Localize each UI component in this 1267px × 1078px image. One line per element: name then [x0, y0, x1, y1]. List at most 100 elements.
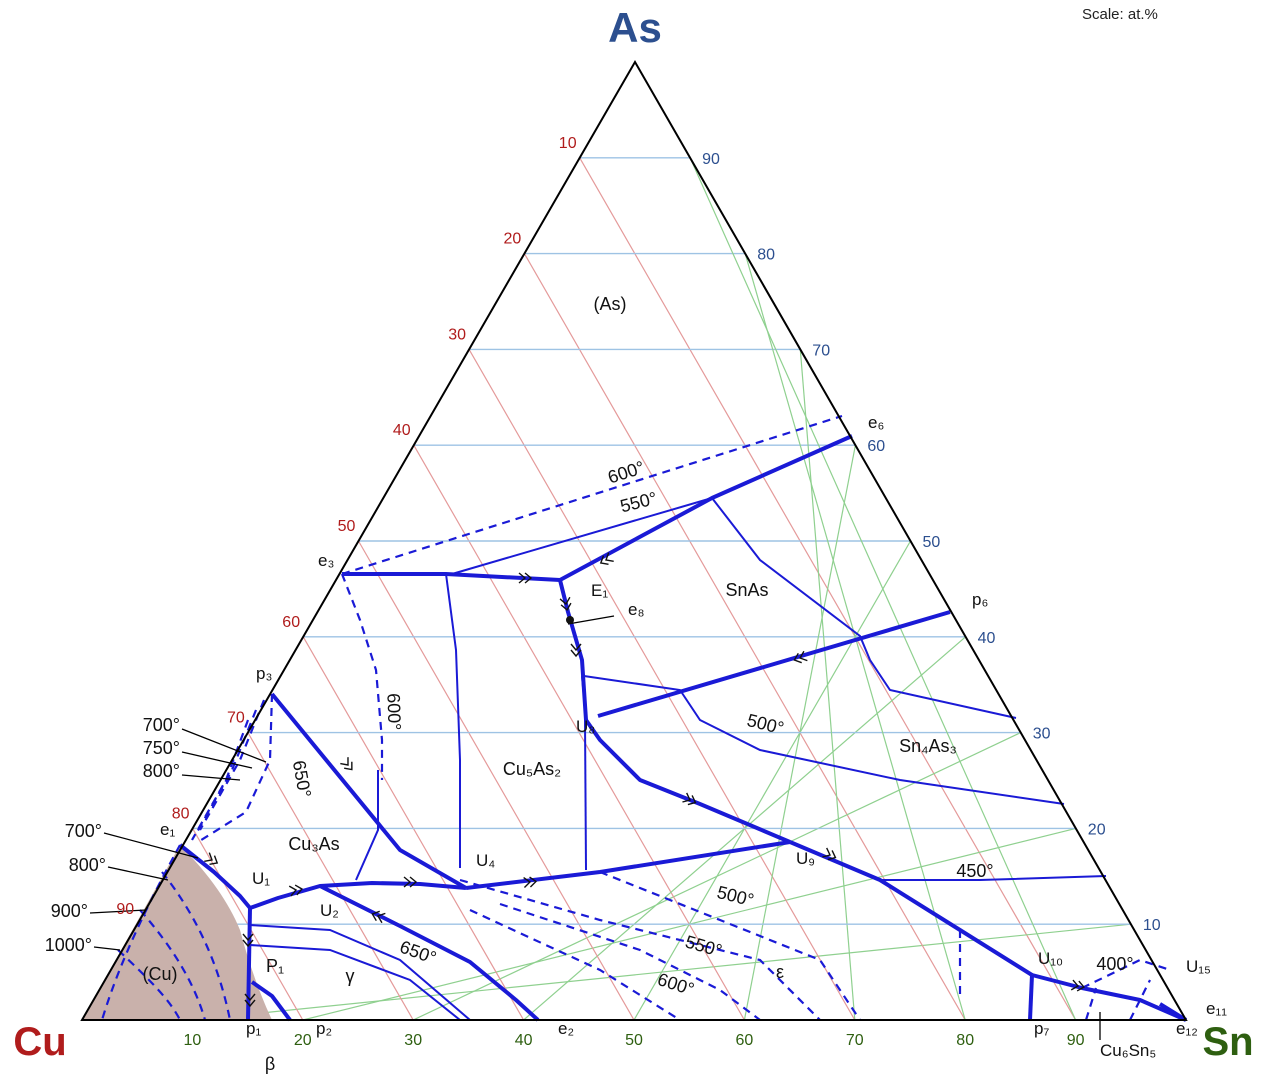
phase-boundary-main [584, 718, 791, 844]
invariant-point-label: e₁₂ [1176, 1019, 1198, 1038]
phase-boundary-secondary [581, 675, 587, 721]
phase-label: (Cu) [143, 964, 178, 984]
invariant-point-label: U₈ [576, 717, 595, 736]
cu-tick-label: 20 [504, 231, 522, 248]
phase-label: Sn₄As₃ [899, 736, 957, 756]
direction-arrow [822, 847, 837, 861]
phase-boundary-main [270, 692, 467, 890]
as-tick-label: 40 [978, 630, 996, 647]
scale-note: Scale: at.% [1082, 6, 1158, 23]
isotherm-label: 450° [956, 861, 993, 881]
isotherm-line [197, 693, 274, 843]
isotherm-label: 550° [683, 931, 724, 960]
as-tick-label: 60 [867, 438, 885, 455]
direction-arrow [340, 757, 353, 771]
axis-tick-labels: 90 80 70 60 50 40 30 20 10 10 20 30 40 50 60 70 80 90 10 20… [116, 135, 1160, 1049]
sn-tick-label: 30 [404, 1032, 422, 1049]
isotherm-label: 1000° [45, 935, 92, 955]
as-tick-label: 90 [702, 151, 720, 168]
phase-label: Cu₅As₂ [503, 759, 561, 779]
phase-boundary-main [1031, 973, 1187, 1022]
isotherm-line [161, 871, 232, 1021]
invariant-point-label: e₂ [558, 1019, 574, 1038]
direction-arrow [523, 876, 538, 889]
cu-tick-label: 90 [116, 901, 134, 918]
isotherm-label: 900° [51, 901, 88, 921]
sn-tick-label: 70 [846, 1032, 864, 1049]
invariant-point-label: p₇ [1034, 1019, 1049, 1038]
invariant-point-label: U₁₀ [1038, 949, 1063, 968]
isotherm-label: 500° [715, 882, 756, 910]
phase-boundary-main [319, 884, 540, 1022]
phase-boundary-main [558, 579, 588, 721]
phase-label: β [265, 1054, 275, 1074]
sn-tick-label: 60 [736, 1032, 754, 1049]
isotherm-line [340, 573, 384, 780]
isotherm-label: 800° [143, 761, 180, 781]
cu-tick-label: 80 [172, 805, 190, 822]
isotherm-line [341, 414, 843, 576]
invariant-point-label: U₄ [476, 851, 495, 870]
leader-line [103, 832, 199, 859]
isotherm-line [117, 949, 181, 1021]
isotherm-label: 600° [655, 969, 697, 1000]
invariant-point-labels: e₆ e₃ E₁ e₈ p₆ p₃ e₁ U₈ U₁ U₂ U₄ U₉ U₁₀ … [160, 413, 1227, 1060]
leader-line [567, 615, 615, 625]
direction-arrow [1070, 979, 1085, 992]
cu-tick-label: 30 [448, 326, 466, 343]
direction-arrow [682, 792, 697, 806]
isotherm-line [469, 909, 681, 1021]
invariant-point-label: e₁₁ [1206, 999, 1227, 1018]
phase-boundary-main [249, 881, 467, 910]
isotherm-label: 550° [618, 488, 659, 516]
isotherm-label: 800° [69, 855, 106, 875]
isotherm-line [191, 719, 250, 841]
isotherm-line [1084, 987, 1098, 1021]
leader-line [181, 751, 253, 769]
invariant-point-label: U₁ [252, 869, 270, 888]
grid-line-sn [744, 253, 966, 1021]
grid-line-sn [799, 349, 856, 1021]
phase-label: ε [776, 962, 784, 982]
invariant-point-label: U₉ [796, 849, 815, 868]
as-tick-label: 70 [812, 342, 830, 359]
phase-boundary-secondary [711, 497, 1017, 719]
phase-label: Cu₃As [288, 834, 339, 854]
isotherm-line [139, 909, 207, 1021]
isotherm-line [1081, 958, 1171, 989]
phase-region-labels: (As) SnAs Sn₄As₃ Cu₅As₂ Cu₃As (Cu) γ ε β… [143, 294, 957, 1074]
phase-boundary-secondary [880, 875, 1107, 881]
grid-line-sn [633, 540, 912, 1021]
sn-tick-label: 50 [625, 1032, 643, 1049]
invariant-point-label: p₂ [316, 1019, 332, 1038]
direction-arrow [403, 876, 418, 888]
leader-line [181, 774, 241, 781]
direction-arrow [570, 643, 582, 658]
as-tick-label: 10 [1143, 917, 1161, 934]
phase-boundary-main [1028, 974, 1034, 1021]
direction-arrow [371, 910, 386, 924]
isotherm-line [1129, 979, 1151, 1021]
phase-boundary-main [559, 434, 853, 582]
phase-boundary-secondary [584, 719, 587, 871]
isotherm-label: 600° [605, 457, 647, 488]
invariant-point-label: e₁ [160, 820, 175, 839]
cu-tick-label: 40 [393, 422, 411, 439]
phase-label: γ [346, 966, 355, 986]
phase-label: SnAs [725, 580, 768, 600]
sn-tick-label: 40 [515, 1032, 533, 1049]
isotherm-label: 750° [143, 738, 180, 758]
direction-arrow [242, 933, 254, 948]
invariant-point-label: p₁ [246, 1019, 261, 1038]
sn-tick-label: 20 [294, 1032, 312, 1049]
phase-boundary-main [246, 907, 252, 1021]
cu-tick-label: 10 [559, 135, 577, 152]
triangle-outline [80, 59, 1188, 1021]
invariant-point-label: e₃ [318, 551, 334, 570]
direction-arrow [288, 884, 303, 897]
sn-vertex-label: Sn [1202, 1020, 1253, 1064]
phase-boundary-secondary [451, 497, 713, 575]
sn-tick-label: 10 [184, 1032, 202, 1049]
as-tick-label: 20 [1088, 821, 1106, 838]
